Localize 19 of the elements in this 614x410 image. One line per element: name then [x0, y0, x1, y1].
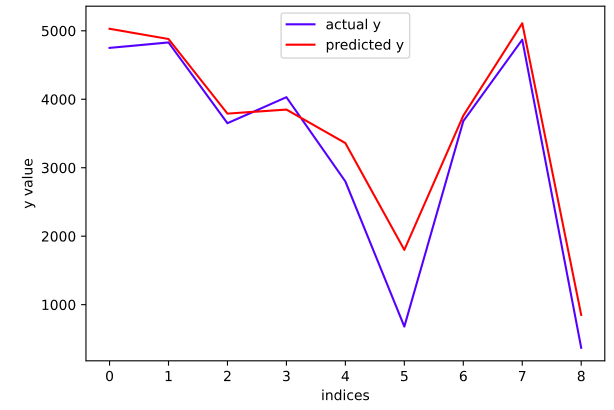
y-tick-label: 1000 — [42, 300, 76, 310]
y-tick-label: 4000 — [42, 94, 76, 105]
x-tick-label: 3 — [283, 370, 290, 382]
x-tick-label: 5 — [400, 370, 408, 382]
line-series — [108, 38, 582, 349]
x-tick-label: 6 — [460, 370, 467, 382]
y-tick-label: 2000 — [42, 231, 76, 242]
y-tick-label: 3000 — [42, 162, 76, 174]
x-tick-label: 4 — [342, 370, 350, 382]
x-tick-label: 0 — [106, 370, 114, 382]
y-axis-title: y value — [22, 158, 36, 208]
x-tick-label: 7 — [518, 370, 526, 382]
y-tick-label: 5000 — [42, 26, 76, 36]
x-tick-label: 8 — [578, 370, 585, 382]
x-tick-label: 2 — [224, 370, 230, 382]
legend-label: predicted y — [326, 39, 404, 52]
legend-label: actual y — [326, 18, 381, 32]
x-tick-label: 1 — [166, 370, 172, 382]
x-axis-title: indices — [322, 390, 370, 400]
